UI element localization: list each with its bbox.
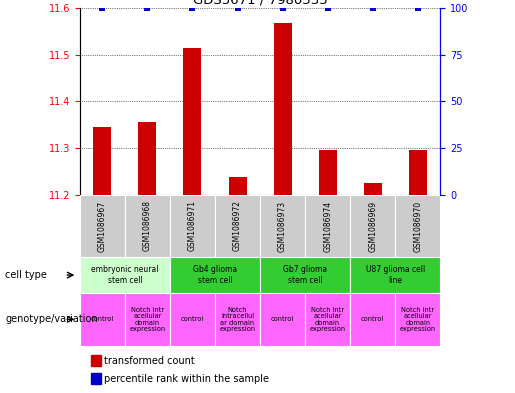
Bar xyxy=(183,48,201,195)
Point xyxy=(233,5,242,11)
Text: Notch intr
acellular
domain
expression: Notch intr acellular domain expression xyxy=(400,307,436,332)
Bar xyxy=(80,293,125,346)
Bar xyxy=(91,355,101,366)
Text: GSM1086973: GSM1086973 xyxy=(278,200,287,252)
Point xyxy=(279,5,287,11)
Bar xyxy=(125,293,170,346)
Bar xyxy=(260,293,305,346)
Bar xyxy=(260,195,305,257)
Bar xyxy=(215,195,260,257)
Point xyxy=(98,5,107,11)
Bar xyxy=(396,195,440,257)
Text: Notch
intracellul
ar domain
expression: Notch intracellul ar domain expression xyxy=(219,307,255,332)
Point xyxy=(188,5,197,11)
Text: Gb4 glioma
stem cell: Gb4 glioma stem cell xyxy=(193,265,237,285)
Bar xyxy=(319,150,337,195)
Text: percentile rank within the sample: percentile rank within the sample xyxy=(105,374,269,384)
Bar xyxy=(170,293,215,346)
Bar xyxy=(170,195,215,257)
Bar xyxy=(125,195,170,257)
Text: embryonic neural
stem cell: embryonic neural stem cell xyxy=(91,265,159,285)
Bar xyxy=(350,293,396,346)
Text: GSM1086972: GSM1086972 xyxy=(233,200,242,252)
Bar xyxy=(396,293,440,346)
Bar xyxy=(170,257,260,293)
Text: control: control xyxy=(361,316,384,322)
Text: GSM1086970: GSM1086970 xyxy=(414,200,422,252)
Text: control: control xyxy=(91,316,114,322)
Text: cell type: cell type xyxy=(5,270,47,280)
Bar xyxy=(215,293,260,346)
Bar xyxy=(229,177,247,195)
Text: control: control xyxy=(181,316,204,322)
Bar xyxy=(273,23,291,195)
Text: genotype/variation: genotype/variation xyxy=(5,314,98,324)
Bar xyxy=(139,122,157,195)
Point xyxy=(414,5,422,11)
Text: GSM1086974: GSM1086974 xyxy=(323,200,332,252)
Title: GDS5671 / 7980535: GDS5671 / 7980535 xyxy=(193,0,328,7)
Text: Notch intr
acellular
domain
expression: Notch intr acellular domain expression xyxy=(310,307,346,332)
Text: control: control xyxy=(271,316,294,322)
Bar xyxy=(305,195,350,257)
Text: GSM1086967: GSM1086967 xyxy=(98,200,107,252)
Bar xyxy=(80,195,125,257)
Text: U87 glioma cell
line: U87 glioma cell line xyxy=(366,265,425,285)
Bar xyxy=(364,183,382,195)
Text: Notch intr
acellular
domain
expression: Notch intr acellular domain expression xyxy=(129,307,165,332)
Bar xyxy=(91,373,101,384)
Bar xyxy=(93,127,111,195)
Text: transformed count: transformed count xyxy=(105,356,195,366)
Text: GSM1086968: GSM1086968 xyxy=(143,200,152,252)
Bar xyxy=(305,293,350,346)
Bar xyxy=(260,257,350,293)
Text: GSM1086971: GSM1086971 xyxy=(188,200,197,252)
Bar xyxy=(409,150,427,195)
Bar xyxy=(350,257,440,293)
Bar xyxy=(80,257,170,293)
Point xyxy=(143,5,151,11)
Point xyxy=(369,5,377,11)
Text: GSM1086969: GSM1086969 xyxy=(368,200,377,252)
Text: Gb7 glioma
stem cell: Gb7 glioma stem cell xyxy=(283,265,327,285)
Point xyxy=(323,5,332,11)
Bar xyxy=(350,195,396,257)
